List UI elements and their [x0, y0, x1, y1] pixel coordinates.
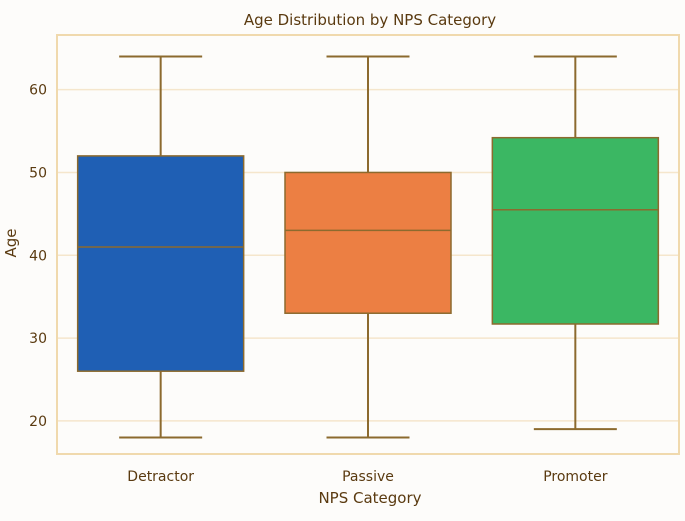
- y-axis-label: Age: [2, 228, 20, 257]
- x-tick-labels: Detractor Passive Promoter: [127, 469, 607, 485]
- x-tick-label-promoter: Promoter: [543, 469, 608, 485]
- plot-frame: [56, 34, 680, 455]
- box-body-promoter: [491, 136, 660, 325]
- chart-title: Age Distribution by NPS Category: [244, 11, 496, 29]
- box-passive: [284, 55, 452, 439]
- y-tick-label-20: 20: [29, 414, 47, 430]
- y-tick-label-50: 50: [29, 165, 47, 181]
- y-tick-label-30: 30: [29, 331, 47, 347]
- x-axis-label: NPS Category: [318, 489, 421, 507]
- x-tick-label-passive: Passive: [342, 469, 394, 485]
- box-body-passive: [284, 171, 452, 314]
- x-tick-label-detractor: Detractor: [127, 469, 194, 485]
- y-tick-label-40: 40: [29, 248, 47, 264]
- box-promoter: [491, 55, 660, 431]
- y-tick-labels: 20 30 40 50 60: [29, 83, 47, 430]
- box-body-detractor: [76, 155, 245, 372]
- box-series: [76, 55, 660, 439]
- box-detractor: [76, 55, 245, 439]
- y-tick-label-60: 60: [29, 83, 47, 99]
